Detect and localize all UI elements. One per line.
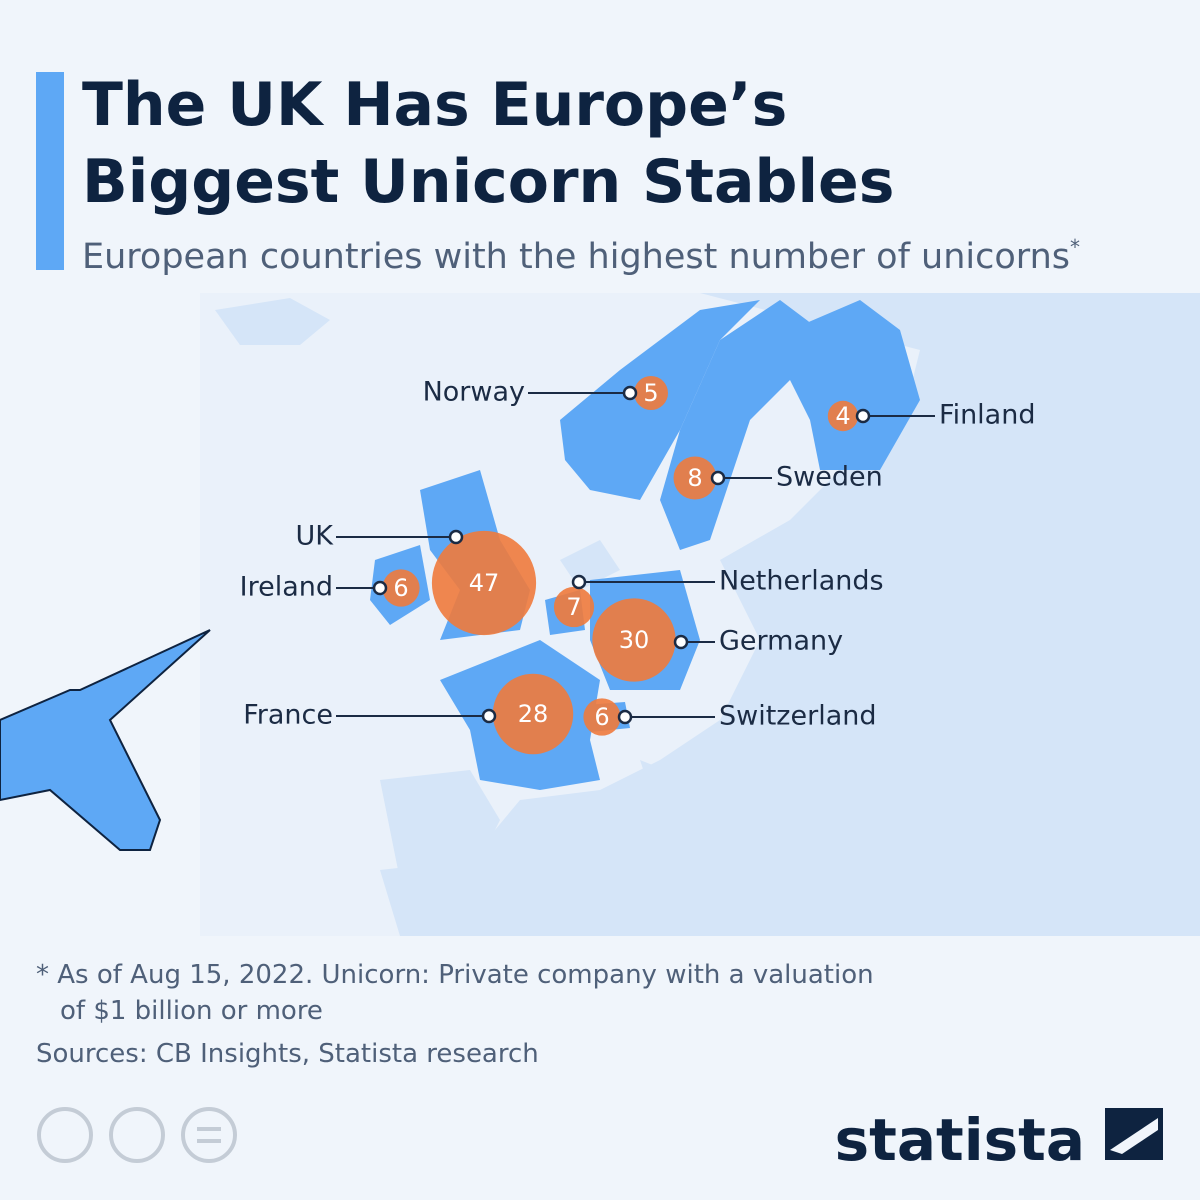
markers: 5 Norway 4 Finland 8 Sweden 47 UK 6 Ireland 7 Nethe… bbox=[240, 376, 1035, 755]
bubble bbox=[553, 586, 595, 628]
leader-dot bbox=[710, 470, 726, 486]
country-label: Sweden bbox=[776, 462, 883, 493]
bubble bbox=[634, 376, 668, 410]
bubble bbox=[583, 698, 621, 736]
nd-icon bbox=[181, 1107, 237, 1163]
bubble bbox=[492, 673, 574, 755]
land bbox=[380, 293, 1200, 936]
bubble bbox=[592, 598, 676, 682]
bubble-value: 5 bbox=[643, 379, 658, 407]
license-icons bbox=[37, 1107, 237, 1163]
country-label: Netherlands bbox=[719, 566, 884, 597]
country-label: Norway bbox=[423, 377, 525, 408]
map bbox=[200, 293, 1200, 936]
bubble bbox=[827, 400, 859, 432]
land bbox=[640, 760, 720, 880]
leader-dot bbox=[673, 634, 689, 650]
bubble-value: 47 bbox=[469, 569, 500, 597]
footnote: * As of Aug 15, 2022. Unicorn: Private c… bbox=[36, 960, 874, 990]
bubble-value: 4 bbox=[835, 402, 850, 430]
footnote: of $1 billion or more bbox=[60, 996, 323, 1026]
leader-dot bbox=[571, 574, 587, 590]
bubble-value: 7 bbox=[566, 593, 581, 621]
country-label: Ireland bbox=[240, 572, 333, 603]
bubble-value: 6 bbox=[594, 703, 609, 731]
accent-bar bbox=[36, 72, 64, 270]
leader-dot bbox=[372, 580, 388, 596]
title-line: Biggest Unicorn Stables bbox=[82, 147, 894, 217]
leader-dot bbox=[617, 709, 633, 725]
bubble bbox=[382, 569, 420, 607]
land bbox=[380, 770, 500, 880]
bubble-value: 6 bbox=[393, 574, 408, 602]
subtitle-text: European countries with the highest numb… bbox=[82, 237, 1070, 277]
unicorn-illustration bbox=[0, 629, 211, 851]
bubble bbox=[673, 456, 717, 500]
leader-dot bbox=[622, 385, 638, 401]
source: Sources: CB Insights, Statista research bbox=[36, 1039, 539, 1069]
subtitle-mark: * bbox=[1070, 235, 1080, 259]
leader-dot bbox=[448, 529, 464, 545]
bubble-value: 28 bbox=[518, 700, 549, 728]
subtitle: European countries with the highest numb… bbox=[82, 235, 1080, 277]
title-line: The UK Has Europe’s bbox=[82, 70, 787, 140]
country-label: Finland bbox=[939, 400, 1035, 431]
country-shape bbox=[790, 300, 920, 470]
country-label: France bbox=[243, 700, 333, 731]
bubble bbox=[431, 530, 537, 636]
unicorn bbox=[0, 629, 211, 851]
land bbox=[215, 298, 330, 345]
brand-logo-stripe bbox=[1110, 1118, 1158, 1154]
bubble-value: 8 bbox=[687, 464, 702, 492]
cc-icon bbox=[37, 1107, 93, 1163]
bubble-value: 30 bbox=[619, 626, 650, 654]
brand: statista bbox=[835, 1106, 1085, 1174]
leader-dot bbox=[855, 408, 871, 424]
country-label: Germany bbox=[719, 626, 843, 657]
country-label: UK bbox=[296, 521, 335, 552]
leader-dot bbox=[481, 708, 497, 724]
country-label: Switzerland bbox=[719, 701, 877, 732]
by-icon bbox=[109, 1107, 165, 1163]
